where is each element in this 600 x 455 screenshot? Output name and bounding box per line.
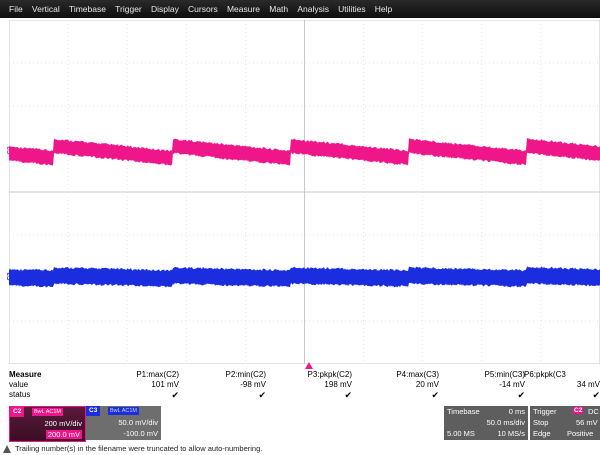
param-value-5: -14 mV [499, 380, 525, 389]
c2-coupling: BwL AC1M [32, 408, 64, 416]
menu-help[interactable]: Help [374, 4, 393, 14]
c2-descriptor-box[interactable]: C2 BwL AC1M 200 mV/div 200.0 mV [9, 406, 86, 442]
trigger-mode: Stop [533, 418, 549, 427]
row-label-status: status [9, 390, 31, 399]
c2-tag: C2 [10, 407, 25, 417]
c2-offset: 200.0 mV [45, 430, 82, 439]
trigger-coupling: DC [588, 407, 599, 416]
timebase-tdiv: 50.0 ms/div [486, 418, 525, 427]
trigger-type: Edge [533, 429, 551, 438]
c3-tag: C3 [86, 406, 101, 416]
status-check-icon: ✔ [431, 390, 439, 400]
c3-descriptor-box[interactable]: C3 BwL AC1M 50.0 mV/div -100.0 mV [86, 406, 161, 440]
timebase-samples: 5.00 MS [447, 429, 475, 438]
status-check-icon: ✔ [517, 390, 525, 400]
warning-text: Trailing number(s) in the filename were … [15, 444, 263, 453]
menu-measure[interactable]: Measure [226, 4, 261, 14]
param-value-3: 198 mV [324, 380, 352, 389]
param-name-4[interactable]: P4:max(C3) [396, 370, 439, 379]
trigger-box[interactable]: Trigger C2 DC Stop 56 mV Edge Positive [530, 406, 600, 440]
trigger-level: 56 mV [576, 418, 598, 427]
param-value-6: 34 mV [576, 380, 600, 389]
menu-bar: File Vertical Timebase Trigger Display C… [0, 0, 600, 18]
param-value-4: 20 mV [415, 380, 439, 389]
menu-analysis[interactable]: Analysis [297, 4, 329, 14]
status-check-icon: ✔ [258, 390, 266, 400]
param-value-2: -98 mV [240, 380, 266, 389]
timebase-box[interactable]: Timebase 0 ms 50.0 ms/div 5.00 MS 10 MS/… [444, 406, 528, 440]
status-message: Trailing number(s) in the filename were … [3, 444, 262, 453]
status-check-icon: ✔ [344, 390, 352, 400]
c3-trace [9, 266, 600, 288]
c2-ground-marker[interactable]: C2 [6, 146, 14, 155]
param-name-1[interactable]: P1:max(C2) [136, 370, 179, 379]
c3-coupling: BwL AC1M [108, 407, 140, 415]
menu-timebase[interactable]: Timebase [68, 4, 106, 14]
param-value-1: 101 mV [151, 380, 179, 389]
param-name-2[interactable]: P2:min(C2) [225, 370, 266, 379]
warning-icon [3, 444, 11, 453]
menu-cursors[interactable]: Cursors [188, 4, 218, 14]
status-check-icon: ✔ [592, 390, 600, 400]
menu-vertical[interactable]: Vertical [31, 4, 60, 14]
menu-trigger[interactable]: Trigger [115, 4, 142, 14]
menu-display[interactable]: Display [150, 4, 179, 14]
trigger-position-marker[interactable] [305, 362, 313, 369]
c3-vdiv: 50.0 mV/div [118, 418, 158, 427]
timebase-delay: 0 ms [508, 407, 525, 416]
c3-ground-marker[interactable]: C3 [6, 272, 14, 281]
timebase-rate: 10 MS/s [497, 429, 525, 438]
menu-math[interactable]: Math [269, 4, 289, 14]
trigger-title: Trigger [533, 407, 557, 416]
row-label-value: value [9, 380, 29, 389]
param-name-5[interactable]: P5:min(C3) [484, 370, 525, 379]
param-name-6[interactable]: P6:pkpk(C3 [524, 370, 566, 379]
measure-title: Measure [9, 370, 42, 379]
trigger-slope: Positive [567, 429, 594, 438]
c3-offset: -100.0 mV [123, 429, 158, 438]
param-name-3[interactable]: P3:pkpk(C2) [307, 370, 352, 379]
waveform-grid[interactable] [9, 20, 600, 364]
c2-trace [9, 138, 600, 166]
c2-vdiv: 200 mV/div [44, 419, 82, 428]
menu-file[interactable]: File [9, 4, 23, 14]
trigger-channel: C2 [573, 407, 584, 414]
menu-utilities[interactable]: Utilities [338, 4, 366, 14]
status-check-icon: ✔ [171, 390, 179, 400]
timebase-title: Timebase [447, 407, 480, 416]
